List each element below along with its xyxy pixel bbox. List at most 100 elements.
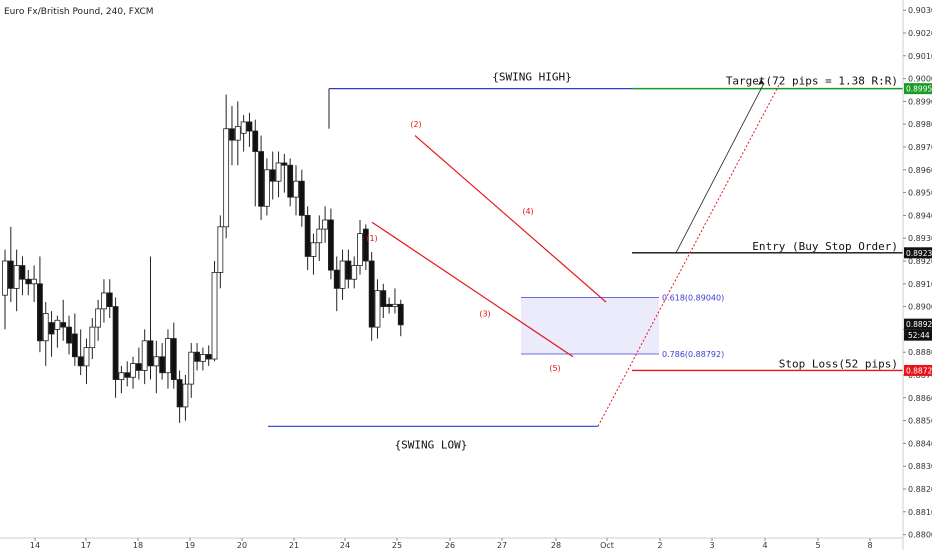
entry-price-tag-text: 0.89236 [906,249,932,258]
candle [386,297,393,314]
current-price-tag-text: 0.88923 [906,320,932,329]
time-tick-label: 20 [237,541,247,550]
swing-high-label: {SWING HIGH} [492,71,571,84]
candle-body [281,162,288,166]
candle [199,347,206,371]
swing-low-label: {SWING LOW} [395,438,468,451]
candle-body [258,151,264,207]
candle-body [101,292,107,310]
candle-body [229,128,235,141]
candle [170,322,177,389]
countdown-text: 52:44 [908,331,930,340]
stop-price-tag-bg [904,364,932,376]
time-tick-label: Oct [600,541,614,550]
candle-body [89,326,96,349]
stop-price-tag: 0.88720 [904,364,932,376]
candle-body [339,260,346,289]
current-price-tag: 0.88923 [904,318,932,330]
time-tick-label: 14 [30,541,40,550]
candle-body [13,265,20,289]
projection-line [597,82,781,427]
candle-body [165,338,171,374]
candle-body [380,290,387,308]
candle-body [362,228,369,262]
candle [269,151,276,200]
time-axis[interactable]: 14 17 18 19 20 21 24 25 26 27 28 Oct 2 3 4 5 8 [0,537,903,550]
candle-body [240,121,247,134]
candle-body [135,363,142,371]
candle [37,256,43,353]
time-tick-label: 21 [289,541,299,550]
candle-body [211,271,218,360]
price-tick-label: 0.89800 [908,120,932,129]
price-tick-label: 0.89300 [908,234,932,243]
candle [310,233,317,275]
candle [351,256,358,289]
candle [281,153,288,193]
candle [345,249,352,289]
candle [60,299,67,341]
candle [287,158,294,207]
candle [176,370,183,423]
candle-body [246,121,253,132]
target-arrow-head [758,79,764,86]
candle-body [71,333,78,358]
candle [147,256,154,380]
time-tick-label: 2 [657,541,662,550]
candle-body [234,126,241,141]
candle [298,169,305,227]
candle [223,94,230,239]
price-tick-label: 0.88000 [908,531,932,540]
candle-body [31,278,38,285]
price-tick-label: 0.90300 [908,6,932,15]
fib-zone-fill [521,297,659,355]
candle-body [83,347,90,367]
time-tick-label: 18 [133,541,143,550]
candle-body [188,351,195,385]
candle [217,215,224,289]
price-tick-label: 0.88500 [908,417,932,426]
candle-body [124,372,131,378]
drawings: {SWING HIGH} {SWING LOW} Target(72 pips = … [268,71,903,451]
candle-body [194,351,200,362]
candle [48,311,55,357]
candle-body [153,356,160,367]
candle-body [357,233,363,266]
candle [211,261,218,362]
price-tick-label: 0.89500 [908,189,932,198]
target-price-tag-bg [904,83,932,95]
candle-body [25,278,32,285]
candle-body [287,164,294,198]
candle-body [333,269,340,289]
price-axis[interactable]: 0.90300 0.90200 0.90100 0.90000 0.89900 0.898… [902,0,932,550]
time-tick-label: 24 [340,541,350,550]
candle-body [7,260,14,289]
candle [95,299,102,341]
candle [392,288,398,314]
wave-label: (1) [366,234,377,243]
chart-title: Euro Fx/British Pound, 240, FXCM [4,7,154,17]
price-tick-label: 0.90200 [908,29,932,38]
candle-body [304,214,311,257]
wave-label: (5) [549,364,560,373]
candle-body [147,340,154,367]
current-price-tag-bg [904,318,932,330]
candle [362,224,369,271]
candle-body [2,260,8,296]
candle [246,112,253,147]
time-tick-label: 19 [185,541,195,550]
countdown-bg [904,329,932,341]
candle [374,279,381,339]
candle [182,375,189,421]
candle-body [182,383,189,408]
price-tick-label: 0.89100 [908,280,932,289]
wave-label: (3) [479,309,490,318]
entry-label: Entry (Buy Stop Order) [752,240,898,253]
candle-body [77,356,84,367]
price-tick-label: 0.88300 [908,462,932,471]
candle-body [263,169,270,207]
candle-body [397,303,404,326]
candle-body [199,354,206,362]
candle [328,208,334,280]
